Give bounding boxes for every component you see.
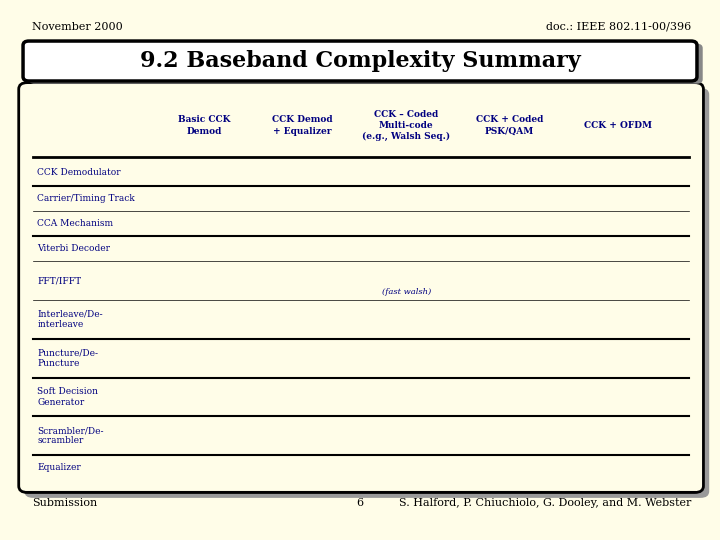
Text: Soft Decision
Generator: Soft Decision Generator bbox=[37, 387, 99, 407]
Text: CCK – Coded
Multi-code
(e.g., Walsh Seq.): CCK – Coded Multi-code (e.g., Walsh Seq.… bbox=[362, 110, 450, 141]
Text: CCA Mechanism: CCA Mechanism bbox=[37, 219, 114, 228]
Text: S. Halford, P. Chiuchiolo, G. Dooley, and M. Webster: S. Halford, P. Chiuchiolo, G. Dooley, an… bbox=[399, 498, 691, 508]
Text: CCK + Coded
PSK/QAM: CCK + Coded PSK/QAM bbox=[476, 116, 544, 136]
Text: Viterbi Decoder: Viterbi Decoder bbox=[37, 244, 110, 253]
Text: 6: 6 bbox=[356, 498, 364, 508]
Text: Scrambler/De-
scrambler: Scrambler/De- scrambler bbox=[37, 426, 104, 445]
Text: Carrier/Timing Track: Carrier/Timing Track bbox=[37, 194, 135, 204]
Text: Puncture/De-
Puncture: Puncture/De- Puncture bbox=[37, 348, 99, 368]
Text: (fast walsh): (fast walsh) bbox=[382, 288, 431, 296]
Text: Submission: Submission bbox=[32, 498, 98, 508]
Text: 9.2 Baseband Complexity Summary: 9.2 Baseband Complexity Summary bbox=[140, 50, 580, 72]
Text: doc.: IEEE 802.11-00/396: doc.: IEEE 802.11-00/396 bbox=[546, 22, 691, 32]
Text: Interleave/De-
interleave: Interleave/De- interleave bbox=[37, 310, 103, 329]
Text: Equalizer: Equalizer bbox=[37, 463, 81, 472]
Text: FFT/IFFT: FFT/IFFT bbox=[37, 276, 81, 285]
Text: CCK + OFDM: CCK + OFDM bbox=[584, 121, 652, 130]
Text: CCK Demod
+ Equalizer: CCK Demod + Equalizer bbox=[272, 116, 333, 136]
Text: Basic CCK
Demod: Basic CCK Demod bbox=[178, 116, 230, 136]
Text: CCK Demodulator: CCK Demodulator bbox=[37, 168, 121, 177]
Text: November 2000: November 2000 bbox=[32, 22, 123, 32]
